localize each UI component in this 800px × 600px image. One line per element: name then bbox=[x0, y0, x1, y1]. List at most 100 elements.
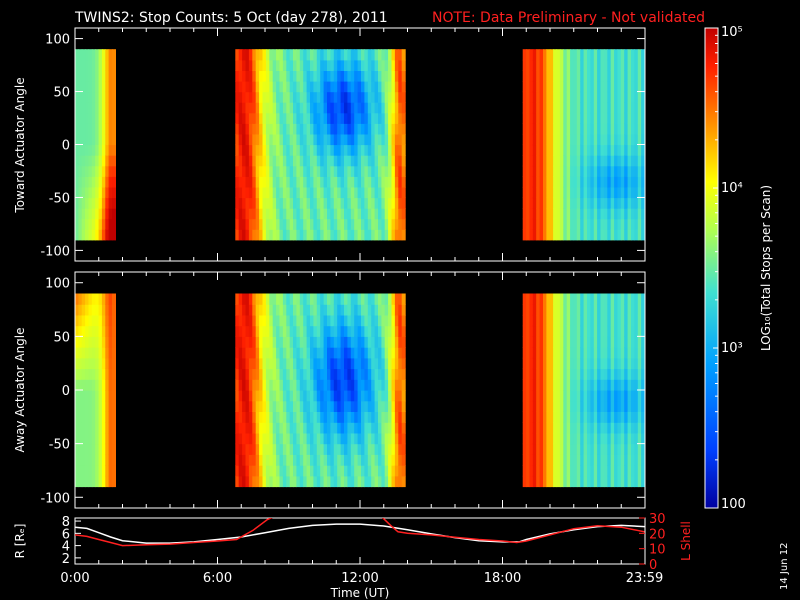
heatmap-cell bbox=[293, 176, 297, 188]
heatmap-cell bbox=[286, 357, 291, 370]
heatmap-cell bbox=[563, 443, 568, 455]
heatmap-cell bbox=[272, 59, 277, 71]
heatmap-cell bbox=[248, 49, 253, 61]
heatmap-cell bbox=[265, 422, 270, 434]
heatmap-cell bbox=[245, 91, 250, 103]
heatmap-cell bbox=[364, 293, 369, 305]
heatmap-cell bbox=[238, 70, 243, 82]
heatmap-cell bbox=[337, 336, 342, 348]
heatmap-cell bbox=[580, 336, 585, 348]
heatmap-cell bbox=[88, 465, 93, 477]
heatmap-cell bbox=[587, 293, 591, 305]
heatmap-cell bbox=[617, 357, 622, 370]
heatmap-cell bbox=[85, 59, 90, 71]
heatmap-cell bbox=[282, 197, 287, 209]
heatmap-cell bbox=[296, 144, 301, 156]
heatmap-cell bbox=[566, 314, 571, 327]
heatmap-cell bbox=[559, 229, 564, 241]
heatmap-cell bbox=[108, 325, 113, 337]
heatmap-cell bbox=[95, 336, 100, 348]
heatmap-cell bbox=[235, 133, 240, 146]
heatmap-cell bbox=[91, 144, 96, 156]
heatmap-cell bbox=[75, 314, 79, 327]
heatmap-cell bbox=[245, 176, 250, 188]
heatmap-cell bbox=[98, 70, 103, 82]
heatmap-cell bbox=[344, 293, 348, 305]
heatmap-cell bbox=[597, 325, 602, 337]
heatmap-cell bbox=[293, 443, 297, 455]
heatmap-cell bbox=[526, 59, 531, 71]
heatmap-cell bbox=[388, 347, 393, 359]
heatmap-cell bbox=[276, 123, 281, 135]
heatmap-cell bbox=[279, 186, 284, 199]
heatmap-cell bbox=[255, 314, 260, 327]
heatmap-cell bbox=[624, 70, 629, 82]
heatmap-cell bbox=[563, 293, 568, 305]
heatmap-cell bbox=[603, 91, 608, 103]
heatmap-cell bbox=[85, 176, 90, 188]
heatmap-cell bbox=[269, 390, 274, 402]
heatmap-cell bbox=[631, 112, 635, 124]
heatmap-cell bbox=[597, 304, 602, 316]
heatmap-cell bbox=[88, 70, 93, 82]
heatmap-cell bbox=[347, 102, 352, 114]
heatmap-cell bbox=[384, 218, 389, 230]
heatmap-cell bbox=[526, 123, 531, 135]
heatmap-cell bbox=[98, 325, 103, 337]
heatmap-cell bbox=[269, 379, 274, 391]
heatmap-cell bbox=[296, 102, 301, 114]
heatmap-cell bbox=[85, 454, 90, 466]
heatmap-cell bbox=[634, 229, 639, 241]
heatmap-cell bbox=[559, 218, 564, 230]
heatmap-cell bbox=[112, 49, 116, 61]
heatmap-cell bbox=[310, 208, 314, 220]
heatmap-cell bbox=[245, 229, 250, 241]
heatmap-cell bbox=[276, 81, 281, 93]
heatmap-cell bbox=[98, 144, 103, 156]
heatmap-cell bbox=[381, 165, 386, 177]
heatmap-cell bbox=[265, 325, 270, 337]
heatmap-cell bbox=[344, 155, 348, 167]
heatmap-cell bbox=[95, 81, 100, 93]
heatmap-cell bbox=[637, 81, 642, 93]
heatmap-cell bbox=[327, 454, 331, 466]
heatmap-cell bbox=[371, 59, 376, 71]
heatmap-cell bbox=[634, 443, 639, 455]
heatmap-cell bbox=[600, 133, 605, 146]
heatmap-cell bbox=[546, 186, 551, 199]
heatmap-cell bbox=[347, 197, 352, 209]
heatmap-cell bbox=[306, 357, 311, 370]
heatmap-cell bbox=[543, 422, 547, 434]
heatmap-cell bbox=[532, 368, 537, 380]
heatmap-cell bbox=[641, 465, 646, 477]
heatmap-cell bbox=[394, 368, 399, 380]
heatmap-cell bbox=[235, 165, 240, 177]
heatmap-cell bbox=[313, 357, 318, 370]
heatmap-cell bbox=[620, 390, 625, 402]
heatmap-cell bbox=[354, 475, 359, 488]
heatmap-cell bbox=[580, 176, 585, 188]
heatmap-cell bbox=[323, 112, 328, 124]
heatmap-cell bbox=[242, 400, 247, 412]
heatmap-cell bbox=[78, 432, 83, 445]
heatmap-cell bbox=[272, 144, 277, 156]
heatmap-cell bbox=[631, 49, 635, 61]
heatmap-cell bbox=[627, 347, 632, 359]
heatmap-cell bbox=[85, 357, 90, 370]
heatmap-cell bbox=[316, 336, 321, 348]
heatmap-cell bbox=[91, 123, 96, 135]
heatmap-cell bbox=[259, 208, 264, 220]
heatmap-cell bbox=[75, 422, 79, 434]
heatmap-cell bbox=[573, 325, 578, 337]
heatmap-cell bbox=[364, 112, 369, 124]
heatmap-cell bbox=[108, 155, 113, 167]
heatmap-cell bbox=[354, 112, 359, 124]
heatmap-cell bbox=[262, 155, 267, 167]
heatmap-cell bbox=[529, 186, 534, 199]
heatmap-cell bbox=[364, 411, 369, 423]
heatmap-cell bbox=[320, 49, 325, 61]
heatmap-cell bbox=[559, 379, 564, 391]
heatmap-cell bbox=[600, 123, 605, 135]
heatmap-cell bbox=[279, 465, 284, 477]
